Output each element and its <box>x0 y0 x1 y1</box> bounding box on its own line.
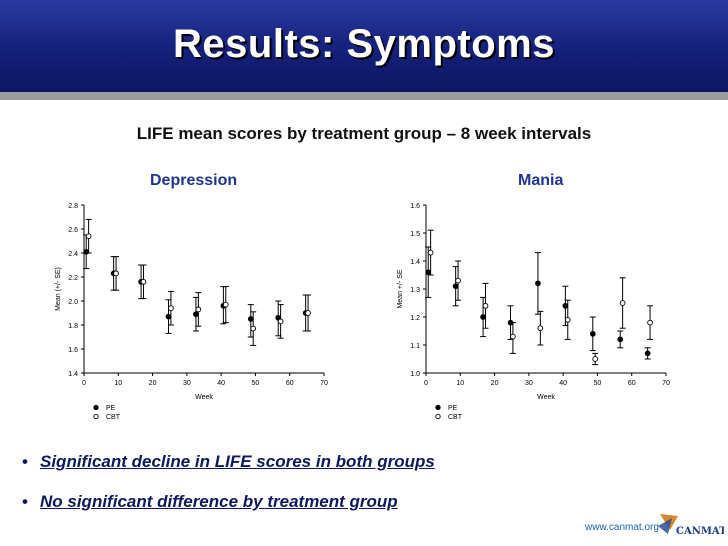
bullet-dot-icon: • <box>22 492 28 511</box>
legend-label: PE <box>106 405 116 412</box>
y-tick-label: 2.4 <box>68 251 78 258</box>
bullet-item: • No significant difference by treatment… <box>22 492 398 512</box>
data-point-pe <box>247 316 254 322</box>
depression-chart-title: Depression <box>150 172 238 189</box>
y-tick-label: 1.8 <box>68 323 78 330</box>
data-point-cbt <box>482 302 489 309</box>
y-tick-label: 1.2 <box>410 315 420 322</box>
data-point-cbt <box>277 318 284 325</box>
x-tick-label: 60 <box>628 380 636 387</box>
data-point-cbt <box>592 356 599 362</box>
data-point-cbt <box>619 300 626 306</box>
data-point-pe <box>165 313 172 320</box>
data-point-cbt <box>427 249 434 256</box>
banner-divider <box>0 92 728 100</box>
title-banner <box>0 0 728 92</box>
data-point-pe <box>425 269 432 276</box>
y-tick-label: 1.1 <box>410 343 420 350</box>
x-tick-label: 0 <box>424 380 428 387</box>
data-point-pe <box>193 311 199 318</box>
data-point-pe <box>562 302 569 309</box>
data-point-pe <box>535 280 541 287</box>
x-tick-label: 0 <box>82 380 86 387</box>
canmat-logo: CANMAT <box>658 514 724 537</box>
data-point-cbt <box>85 233 92 240</box>
x-tick-label: 50 <box>252 380 260 387</box>
legend-marker <box>435 404 441 411</box>
legend-label: PE <box>448 405 458 412</box>
data-point-cbt <box>195 306 202 313</box>
y-axis-label: Mean (+/- SE) <box>55 267 62 311</box>
y-tick-label: 2.8 <box>68 203 78 210</box>
mania-chart-title: Mania <box>518 172 564 189</box>
x-tick-label: 30 <box>183 380 191 387</box>
y-tick-label: 1.4 <box>68 371 78 378</box>
data-point-cbt <box>168 305 174 312</box>
data-point-cbt <box>305 310 311 316</box>
footer-url[interactable]: www.canmat.org <box>585 522 659 533</box>
legend-label: CBT <box>448 414 463 421</box>
legend-label: CBT <box>106 414 121 421</box>
bullet-text: No significant difference by treatment g… <box>40 492 398 511</box>
x-axis-label: Week <box>537 394 555 401</box>
depression-chart: 1.4 1.6 1.8 2.0 2.2 2.4 2.6 2.8 0 10 20 30 40 50 60 70 W… <box>55 203 328 421</box>
y-tick-label: 1.0 <box>410 371 420 378</box>
x-tick-label: 40 <box>217 380 225 387</box>
data-point-cbt <box>510 333 516 340</box>
y-tick-label: 2.2 <box>68 275 78 282</box>
y-tick-label: 1.6 <box>410 203 420 210</box>
x-tick-label: 70 <box>662 380 670 387</box>
data-point-cbt <box>222 301 229 308</box>
x-tick-label: 50 <box>594 380 602 387</box>
data-point-pe <box>452 283 459 290</box>
y-tick-label: 2.0 <box>68 299 78 306</box>
slide-title: Results: Symptoms <box>173 22 555 66</box>
chart-subtitle: LIFE mean scores by treatment group – 8 … <box>136 124 592 143</box>
y-tick-label: 1.3 <box>410 287 420 294</box>
y-axis-label: Mean +/- SE <box>397 269 404 308</box>
y-tick-label: 2.6 <box>68 227 78 234</box>
legend-marker <box>435 413 441 420</box>
y-tick-label: 1.5 <box>410 231 420 238</box>
data-point-cbt <box>537 325 544 332</box>
x-tick-label: 60 <box>286 380 294 387</box>
bullet-item: • Significant decline in LIFE scores in … <box>22 452 435 472</box>
data-point-cbt <box>140 278 147 285</box>
y-tick-label: 1.4 <box>410 259 420 266</box>
data-point-cbt <box>113 270 119 277</box>
legend-marker <box>93 404 99 411</box>
data-point-pe <box>589 330 596 337</box>
logo-text: CANMAT <box>676 526 724 537</box>
x-tick-label: 40 <box>559 380 567 387</box>
data-point-cbt <box>647 319 653 326</box>
bullet-text: Significant decline in LIFE scores in bo… <box>40 452 435 471</box>
x-tick-label: 20 <box>491 380 499 387</box>
x-tick-label: 10 <box>456 380 464 387</box>
legend-marker <box>93 413 99 420</box>
x-tick-label: 30 <box>525 380 533 387</box>
data-point-cbt <box>250 325 257 332</box>
bullet-dot-icon: • <box>22 452 28 471</box>
x-tick-label: 10 <box>114 380 122 387</box>
y-tick-label: 1.6 <box>68 347 78 354</box>
x-tick-label: 20 <box>149 380 157 387</box>
data-point-cbt <box>564 316 571 323</box>
data-point-pe <box>644 350 651 357</box>
data-point-pe <box>480 314 486 320</box>
mania-chart: 1.0 1.1 1.2 1.3 1.4 1.5 1.6 0 10 20 30 40 50 60 70 Week… <box>397 203 670 421</box>
data-point-pe <box>617 336 624 343</box>
data-point-cbt <box>455 277 461 284</box>
x-axis-label: Week <box>195 394 213 401</box>
x-tick-label: 70 <box>320 380 328 387</box>
